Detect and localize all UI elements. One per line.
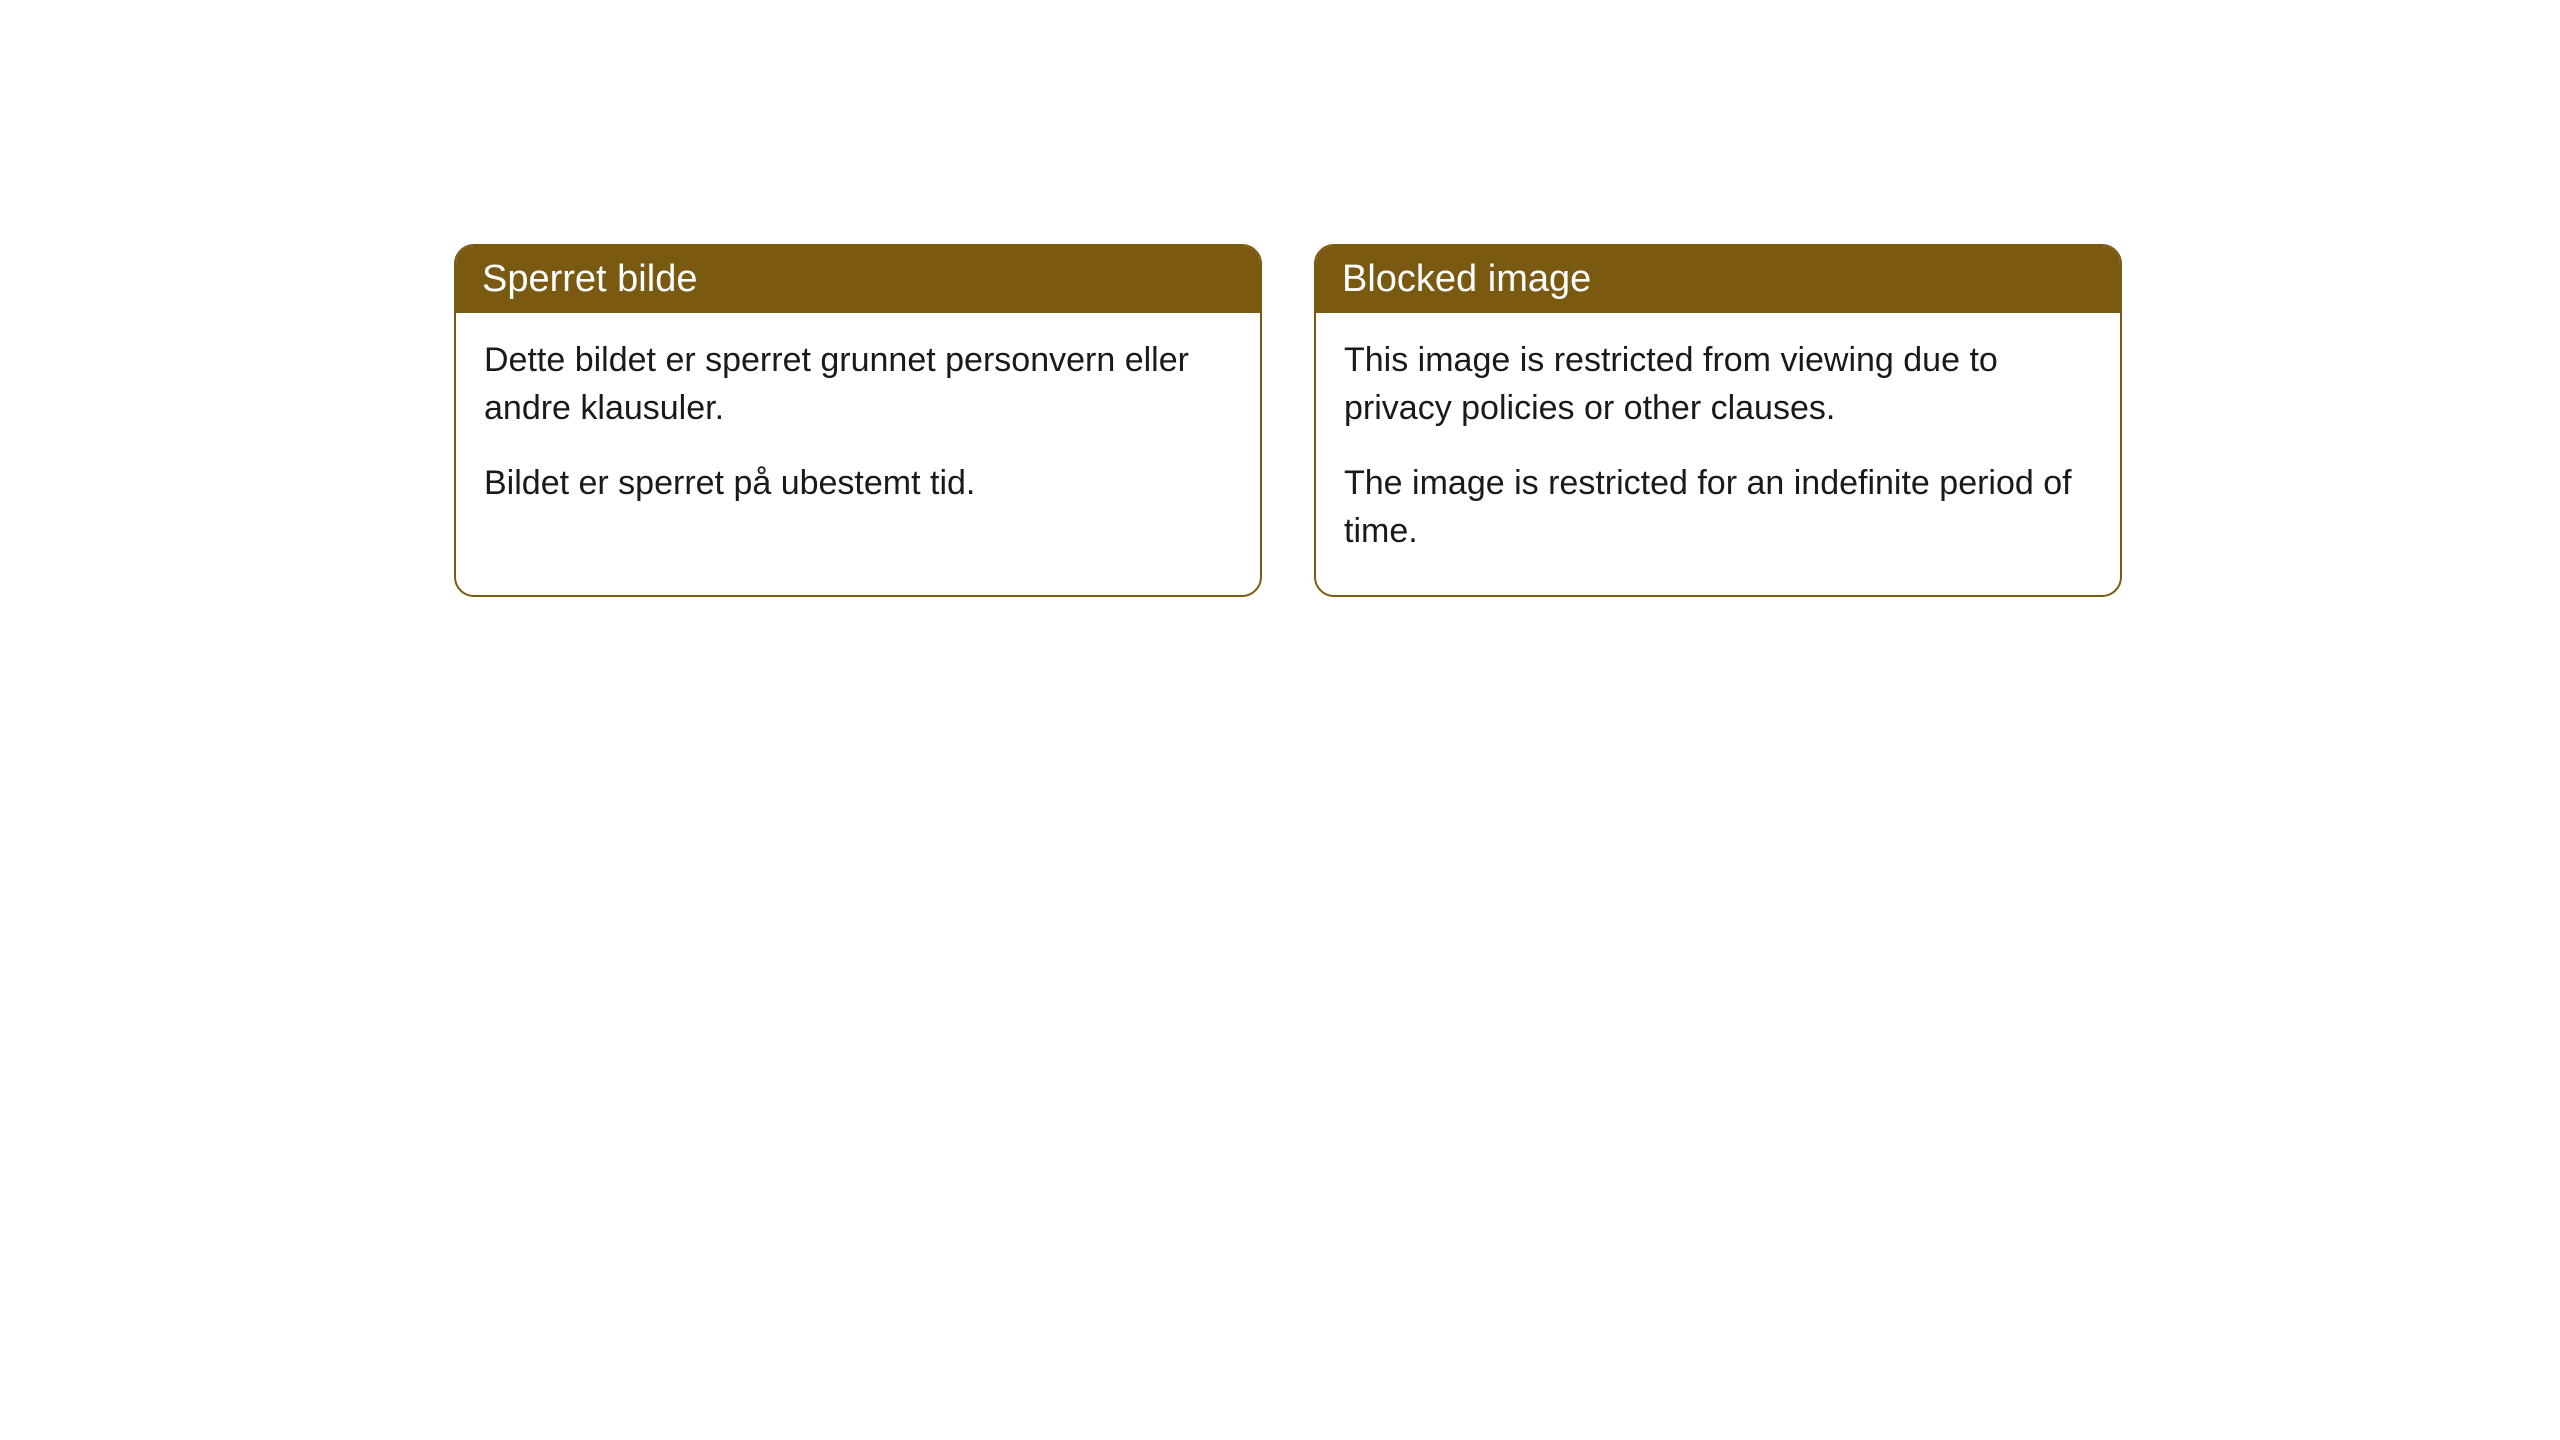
card-body-english: This image is restricted from viewing du… [1316, 313, 2120, 595]
card-header-english: Blocked image [1316, 246, 2120, 313]
card-body-norwegian: Dette bildet er sperret grunnet personve… [456, 313, 1260, 548]
card-paragraph: The image is restricted for an indefinit… [1344, 460, 2092, 555]
notice-cards-container: Sperret bilde Dette bildet er sperret gr… [454, 244, 2560, 597]
blocked-image-card-english: Blocked image This image is restricted f… [1314, 244, 2122, 597]
blocked-image-card-norwegian: Sperret bilde Dette bildet er sperret gr… [454, 244, 1262, 597]
card-paragraph: This image is restricted from viewing du… [1344, 337, 2092, 432]
card-title: Sperret bilde [482, 258, 697, 300]
card-title: Blocked image [1342, 258, 1591, 300]
card-paragraph: Bildet er sperret på ubestemt tid. [484, 460, 1232, 508]
card-header-norwegian: Sperret bilde [456, 246, 1260, 313]
card-paragraph: Dette bildet er sperret grunnet personve… [484, 337, 1232, 432]
